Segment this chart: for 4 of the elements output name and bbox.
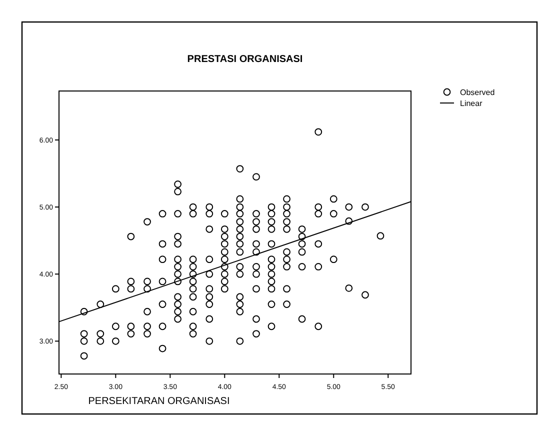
legend-label: Linear [460,99,483,108]
chart-title: PRESTASI ORGANISASI [187,54,303,65]
x-axis-title: PERSEKITARAN ORGANISASI [88,396,230,407]
legend-label: Observed [460,88,495,97]
